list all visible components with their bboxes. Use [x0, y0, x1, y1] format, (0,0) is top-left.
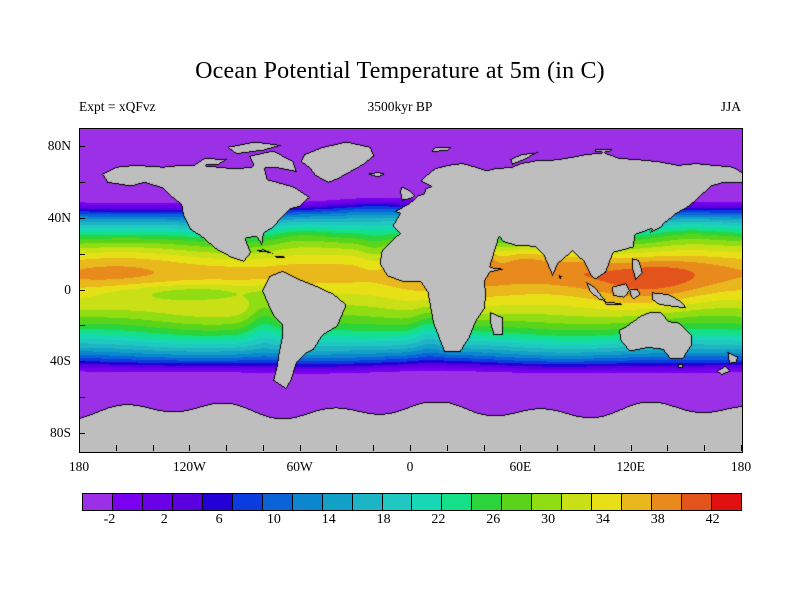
colorbar-tick-label: 34: [595, 512, 610, 527]
x-axis-label: 120W: [172, 459, 206, 474]
x-axis-tick: [447, 445, 448, 451]
y-axis-tick: [79, 397, 85, 398]
colorbar-tick-label: 42: [705, 512, 720, 527]
colorbar-tick-label: 30: [541, 512, 556, 527]
colorbar-tick-label: 6: [215, 512, 223, 527]
y-axis-tick: [79, 433, 85, 434]
y-axis-tick: [79, 254, 85, 255]
colorbar-swatch: [502, 494, 533, 510]
colorbar-swatch: [472, 494, 503, 510]
colorbar-swatch: [142, 494, 173, 510]
x-axis-label: 180: [68, 459, 90, 474]
colorbar-swatch: [562, 494, 593, 510]
colorbar-swatch: [382, 494, 413, 510]
colorbar-swatch: [172, 494, 203, 510]
colorbar-swatch: [712, 494, 741, 510]
colorbar-swatch: [292, 494, 323, 510]
y-axis-tick: [79, 290, 85, 291]
colorbar-swatch: [442, 494, 473, 510]
x-axis-tick: [704, 445, 705, 451]
colorbar-swatch: [532, 494, 563, 510]
x-axis-tick: [336, 445, 337, 451]
x-axis-label: 120E: [616, 459, 645, 474]
colorbar-swatch: [262, 494, 293, 510]
colorbar-tick-label: 10: [266, 512, 281, 527]
colorbar-swatch: [592, 494, 623, 510]
colorbar-swatch: [682, 494, 713, 510]
y-axis-tick: [79, 325, 85, 326]
x-axis-tick: [520, 445, 521, 451]
y-axis-tick: [79, 361, 85, 362]
colorbar-tick-label: 38: [650, 512, 665, 527]
x-axis-tick: [116, 445, 117, 451]
y-axis-tick: [79, 182, 85, 183]
x-axis-label: 60W: [286, 459, 313, 474]
x-axis-tick: [667, 445, 668, 451]
colorbar-swatch: [412, 494, 443, 510]
colorbar-tick-label: -2: [103, 512, 116, 527]
colorbar: [82, 493, 742, 511]
map-plot-area: [79, 128, 743, 453]
colorbar-tick-label: 2: [160, 512, 168, 527]
colorbar-tick-label: 14: [321, 512, 336, 527]
y-axis-tick: [79, 146, 85, 147]
x-axis-tick: [153, 445, 154, 451]
x-axis-label: 60E: [509, 459, 532, 474]
x-axis-tick: [189, 445, 190, 451]
colorbar-tick-label: 22: [431, 512, 446, 527]
x-axis-tick: [373, 445, 374, 451]
time-period-label: 3500kyr BP: [367, 99, 433, 114]
page-title: Ocean Potential Temperature at 5m (in C): [195, 58, 605, 84]
x-axis-label: 0: [406, 459, 414, 474]
colorbar-swatch: [83, 494, 113, 510]
x-axis-tick: [410, 445, 411, 451]
x-axis-tick: [79, 445, 80, 451]
colorbar-swatch: [352, 494, 383, 510]
x-axis-tick: [484, 445, 485, 451]
x-axis-tick: [226, 445, 227, 451]
x-axis-tick: [631, 445, 632, 451]
colorbar-swatch: [112, 494, 143, 510]
y-axis-tick: [79, 218, 85, 219]
x-axis-tick: [557, 445, 558, 451]
colorbar-swatch: [202, 494, 233, 510]
sst-heatmap-canvas: [80, 129, 742, 452]
colorbar-tick-label: 18: [376, 512, 391, 527]
season-label: JJA: [720, 99, 741, 114]
colorbar-swatch: [322, 494, 353, 510]
colorbar-swatch: [622, 494, 653, 510]
colorbar-swatch: [652, 494, 683, 510]
x-axis-tick: [741, 445, 742, 451]
y-axis-label: 40N: [47, 209, 71, 225]
x-axis-tick: [263, 445, 264, 451]
y-axis-label: 0: [64, 281, 71, 297]
x-axis-tick: [594, 445, 595, 451]
x-axis-tick: [300, 445, 301, 451]
y-axis-label: 80S: [49, 425, 71, 441]
y-axis-label: 80N: [47, 137, 71, 153]
colorbar-swatch: [232, 494, 263, 510]
y-axis-label: 40S: [49, 353, 71, 369]
x-axis-label: 180: [730, 459, 752, 474]
experiment-label: Expt = xQFvz: [79, 99, 156, 114]
colorbar-tick-label: 26: [486, 512, 501, 527]
